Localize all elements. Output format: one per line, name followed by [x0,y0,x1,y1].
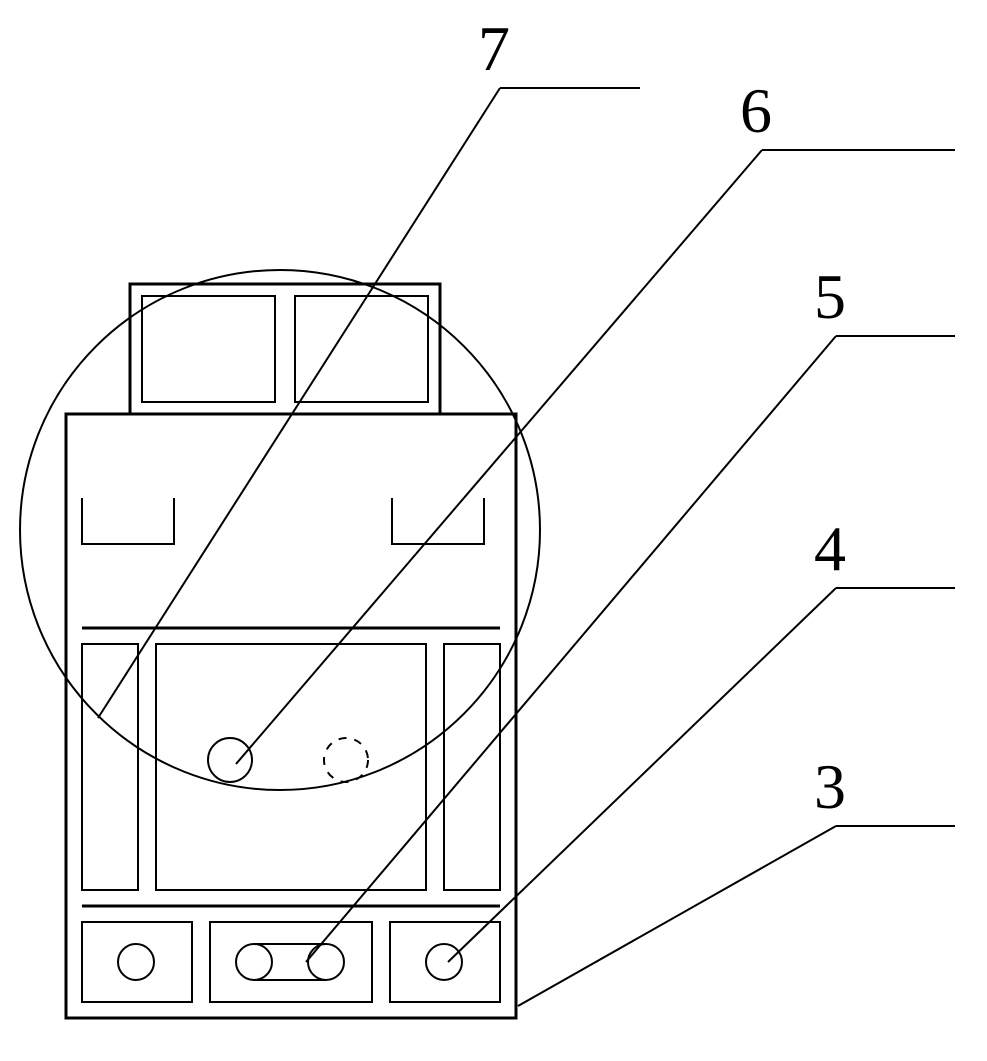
label-3: 3 [814,751,846,822]
mechanical-drawing [20,270,540,1018]
bottom-left-pane [82,922,192,1002]
top-notch-left [82,498,174,544]
hole-center-left [208,738,252,782]
hole-bottom-left [118,944,154,980]
main-body-outer [66,414,516,1018]
upper-block-inner-right [295,296,428,402]
hole-center-right [324,738,368,782]
mid-left-pane [82,644,138,890]
leader-d-3 [518,826,836,1006]
label-5: 5 [814,261,846,332]
hole-bottom-right [426,944,462,980]
bottom-right-pane [390,922,500,1002]
bottom-center-pane [210,922,372,1002]
top-notch-right [392,498,484,544]
label-4: 4 [814,513,846,584]
upper-block-outer [130,284,440,414]
label-7: 7 [478,13,510,84]
upper-block-inner-left [142,296,275,402]
leader-d-4 [448,588,836,962]
label-6: 6 [740,75,772,146]
slot-hole [236,944,344,980]
leader-d-5 [306,336,836,962]
